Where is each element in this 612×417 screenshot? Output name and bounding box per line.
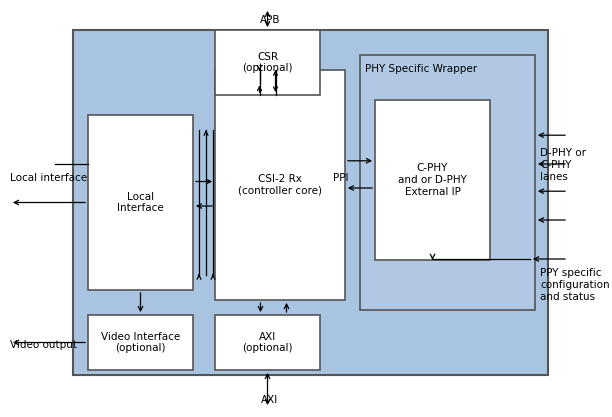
Text: Local
Interface: Local Interface <box>117 192 164 214</box>
Bar <box>215 315 320 370</box>
Bar <box>375 100 490 260</box>
Bar <box>88 115 193 290</box>
Text: AXI: AXI <box>261 395 278 405</box>
Bar <box>215 70 345 300</box>
Text: Local interface: Local interface <box>10 173 87 183</box>
Text: PPY specific
configuration
and status: PPY specific configuration and status <box>540 269 610 301</box>
Bar <box>215 30 320 95</box>
Bar <box>360 55 535 310</box>
Text: CSR
(optional): CSR (optional) <box>242 52 293 73</box>
Text: AXI
(optional): AXI (optional) <box>242 332 293 353</box>
Text: CSI-2 Rx
(controller core): CSI-2 Rx (controller core) <box>238 174 322 196</box>
Text: C-PHY
and or D-PHY
External IP: C-PHY and or D-PHY External IP <box>398 163 467 196</box>
Bar <box>73 30 548 375</box>
Text: APB: APB <box>259 15 280 25</box>
Text: PPI: PPI <box>332 173 348 183</box>
Text: PHY Specific Wrapper: PHY Specific Wrapper <box>365 64 477 74</box>
Text: D-PHY or
C-PHY
lanes: D-PHY or C-PHY lanes <box>540 148 586 181</box>
Text: Video Interface
(optional): Video Interface (optional) <box>101 332 180 353</box>
Bar <box>88 315 193 370</box>
Text: Video output: Video output <box>10 340 77 350</box>
